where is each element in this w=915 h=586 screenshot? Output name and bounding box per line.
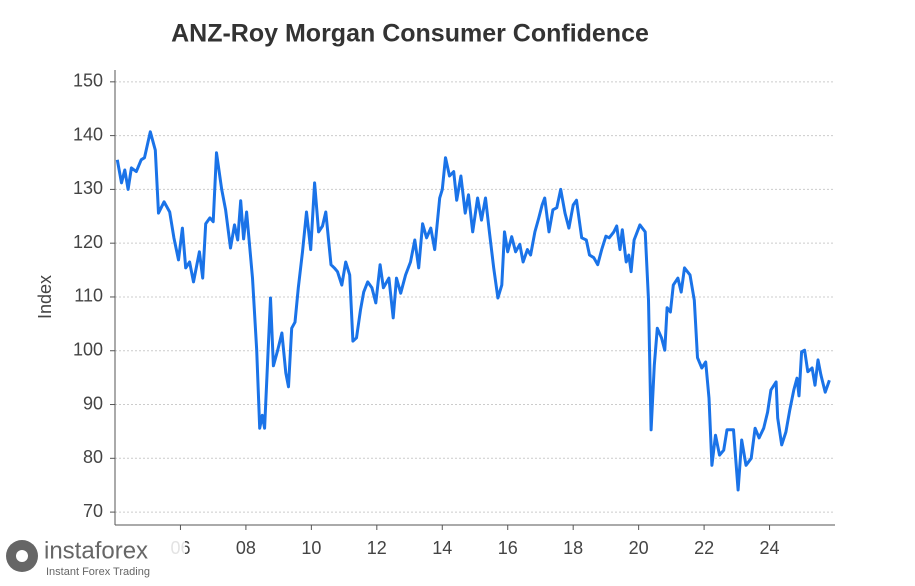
x-tick-label: 12	[367, 538, 387, 558]
y-tick-label: 140	[73, 124, 103, 144]
x-tick-label: 24	[760, 538, 780, 558]
watermark-brand: instaforex	[44, 537, 148, 564]
x-tick-label: 16	[498, 538, 518, 558]
watermark: instaforex Instant Forex Trading	[0, 533, 185, 581]
x-tick-label: 18	[563, 538, 583, 558]
y-tick-label: 70	[83, 501, 103, 521]
y-tick-label: 90	[83, 393, 103, 413]
x-tick-label: 14	[432, 538, 452, 558]
series-line	[115, 130, 831, 492]
watermark-tagline: Instant Forex Trading	[46, 566, 150, 578]
y-axis-label: Index	[35, 275, 55, 319]
x-tick-label: 10	[301, 538, 321, 558]
y-tick-label: 100	[73, 339, 103, 359]
y-tick-label: 130	[73, 178, 103, 198]
chart-title: ANZ-Roy Morgan Consumer Confidence	[171, 20, 649, 48]
watermark-logo-center	[16, 550, 28, 562]
y-tick-label: 80	[83, 447, 103, 467]
y-tick-label: 150	[73, 71, 103, 91]
plot: 7080901001101201301401500608101214161820…	[73, 71, 835, 558]
y-tick-label: 110	[74, 286, 103, 306]
x-tick-label: 22	[694, 538, 714, 558]
x-tick-label: 08	[236, 538, 256, 558]
x-tick-label: 20	[629, 538, 649, 558]
y-tick-label: 120	[73, 232, 103, 252]
